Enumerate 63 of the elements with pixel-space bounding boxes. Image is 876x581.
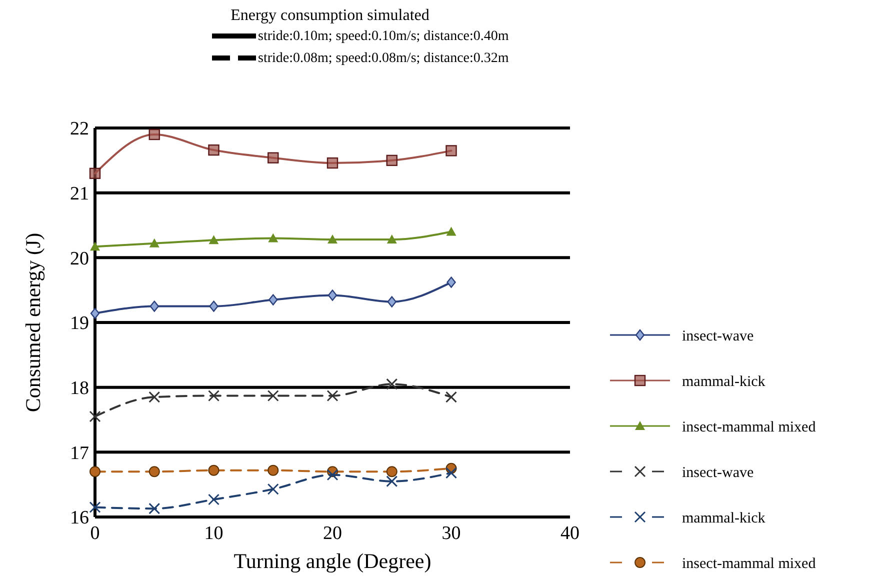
point (208, 235, 219, 244)
point (268, 233, 278, 242)
point (148, 391, 160, 403)
point (446, 276, 456, 288)
point (446, 226, 456, 236)
point (267, 390, 279, 402)
point (208, 464, 220, 476)
point (386, 378, 398, 390)
x-tick-label: 0 (90, 523, 100, 544)
point (89, 410, 101, 422)
point (90, 308, 100, 320)
x-tick-label: 40 (560, 523, 580, 544)
point (386, 234, 397, 244)
point (386, 154, 398, 166)
point (446, 391, 457, 403)
point (90, 466, 100, 478)
point (328, 290, 338, 301)
y-tick-label: 16 (70, 508, 89, 529)
point (328, 234, 338, 244)
legend-label: insect-wave (682, 328, 754, 344)
point (149, 238, 160, 248)
x-tick-label: 20 (323, 523, 342, 544)
point (208, 390, 220, 402)
legend-label: mammal-kick (682, 510, 766, 526)
x-tick-label: 30 (442, 523, 461, 544)
point (326, 469, 338, 481)
point (387, 296, 396, 308)
point (386, 466, 398, 478)
point (446, 145, 457, 156)
y-tick-label: 18 (70, 378, 89, 399)
chart-title: Energy consumption simulated (230, 7, 430, 24)
point (150, 300, 159, 312)
y-tick-label: 17 (70, 442, 89, 464)
legend-label: insect-wave (682, 464, 754, 481)
point (89, 168, 101, 179)
point (326, 390, 338, 402)
legend-label: mammal-kick (682, 374, 766, 390)
point (89, 502, 101, 514)
point (148, 128, 160, 140)
y-tick-label: 19 (70, 313, 89, 334)
point (208, 494, 220, 506)
y-tick-label: 22 (70, 118, 89, 140)
y-tick-label: 21 (70, 183, 89, 204)
legend-label: insect-mammal mixed (682, 419, 816, 436)
point (268, 464, 279, 476)
point (268, 294, 278, 306)
point (326, 157, 338, 169)
point (446, 467, 457, 479)
point (148, 502, 160, 514)
text: stride:0.08m; speed:0.08m/s; distance:0.32m (258, 51, 509, 66)
point (386, 476, 398, 488)
x-tick-label: 10 (204, 523, 224, 544)
point (208, 144, 220, 156)
legend-label: insect-mammal mixed (682, 556, 816, 572)
point (90, 242, 100, 251)
point (267, 483, 279, 495)
y-tick-label: 20 (70, 248, 89, 270)
x-axis-title: Turning angle (Degree) (234, 549, 432, 573)
text: stride:0.10m; speed:0.10m/s; distance:0.40m (258, 29, 509, 44)
point (268, 152, 279, 164)
point (148, 466, 160, 478)
y-axis-title: Consumed energy (J) (21, 232, 45, 412)
point (209, 300, 218, 312)
